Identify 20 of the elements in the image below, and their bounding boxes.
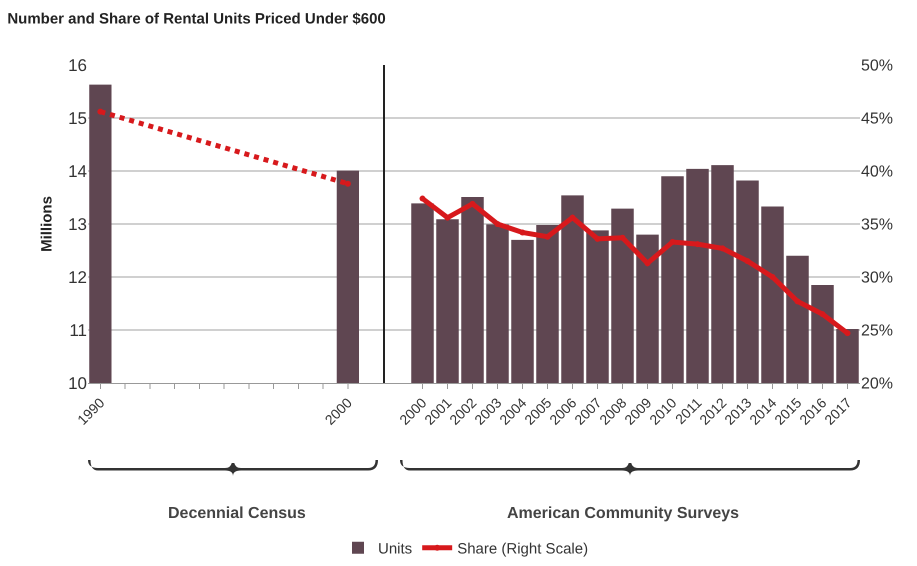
y-tick-label: 10 bbox=[68, 374, 87, 393]
y2-tick-label: 20% bbox=[861, 376, 894, 393]
y2-tick-label: 50% bbox=[861, 58, 894, 75]
legend-label: Share (Right Scale) bbox=[457, 540, 588, 558]
y-tick-label: 14 bbox=[68, 162, 87, 181]
y-tick-label: 15 bbox=[68, 108, 87, 128]
y2-tick-label: 35% bbox=[861, 216, 894, 234]
x-axis-title: American Community Surveys bbox=[507, 505, 740, 522]
legend-label: Units bbox=[378, 540, 412, 558]
x-axis-title: Decennial Census bbox=[168, 505, 306, 522]
y-tick-label: 11 bbox=[69, 320, 87, 340]
y-axis-title: Millions bbox=[38, 196, 56, 252]
y2-tick-label: 30% bbox=[861, 270, 894, 287]
y-tick-label: 12 bbox=[68, 268, 87, 287]
y-tick-label: 16 bbox=[68, 56, 87, 75]
y2-tick-label: 40% bbox=[861, 164, 894, 181]
chart-title: Number and Share of Rental Units Priced Under $600 bbox=[7, 10, 386, 28]
y-tick-label: 13 bbox=[68, 214, 87, 234]
y2-tick-label: 45% bbox=[861, 110, 894, 128]
y2-tick-label: 25% bbox=[861, 322, 894, 340]
